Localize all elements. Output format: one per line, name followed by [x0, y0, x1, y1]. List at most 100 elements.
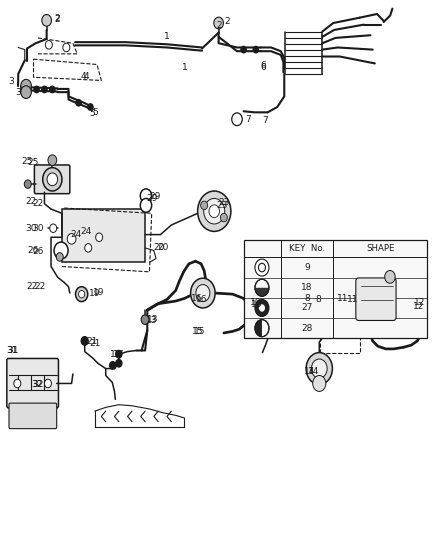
Text: 11: 11 [336, 294, 348, 303]
Text: 15: 15 [194, 327, 205, 336]
FancyBboxPatch shape [34, 165, 70, 193]
Text: 13: 13 [147, 315, 159, 324]
Circle shape [203, 198, 224, 224]
Text: 29: 29 [149, 192, 160, 201]
Circle shape [312, 304, 318, 310]
Circle shape [195, 285, 209, 302]
Text: 2: 2 [55, 15, 60, 24]
Text: 20: 20 [153, 244, 164, 253]
Text: 24: 24 [70, 230, 81, 239]
Circle shape [254, 320, 268, 337]
Circle shape [240, 46, 246, 53]
Circle shape [260, 298, 276, 318]
Circle shape [258, 304, 265, 312]
Text: 6: 6 [260, 61, 265, 70]
FancyBboxPatch shape [355, 278, 395, 320]
Text: 1: 1 [181, 63, 187, 71]
Text: 10: 10 [250, 298, 261, 307]
Text: 11: 11 [346, 295, 358, 304]
Text: 30: 30 [25, 224, 37, 233]
Wedge shape [254, 288, 268, 296]
Text: 2: 2 [216, 21, 222, 30]
Text: 26: 26 [32, 247, 43, 256]
Circle shape [48, 155, 57, 165]
Text: 13: 13 [145, 316, 157, 325]
Circle shape [384, 270, 394, 283]
Text: 27: 27 [300, 303, 312, 312]
Circle shape [75, 287, 88, 302]
Circle shape [45, 41, 52, 49]
Text: 17: 17 [110, 350, 121, 359]
Text: 22: 22 [34, 282, 46, 291]
Circle shape [95, 233, 102, 241]
Text: 15: 15 [191, 327, 203, 336]
Text: 30: 30 [32, 224, 43, 233]
Text: 7: 7 [244, 115, 250, 124]
Circle shape [110, 362, 116, 369]
Text: 7: 7 [262, 116, 268, 125]
Text: 19: 19 [89, 288, 100, 297]
Circle shape [42, 14, 51, 26]
Text: 29: 29 [146, 194, 157, 203]
Text: 8: 8 [314, 295, 320, 304]
FancyBboxPatch shape [7, 359, 58, 408]
Circle shape [34, 86, 39, 93]
Text: 31: 31 [6, 346, 18, 355]
Circle shape [21, 86, 31, 99]
Text: 25: 25 [21, 157, 32, 166]
Circle shape [197, 191, 230, 231]
Text: 12: 12 [413, 298, 425, 307]
Circle shape [254, 300, 268, 317]
Text: 14: 14 [303, 367, 314, 376]
Text: 3: 3 [9, 77, 14, 86]
Text: 5: 5 [89, 109, 95, 118]
Text: 22: 22 [27, 282, 38, 291]
Circle shape [140, 189, 151, 203]
Circle shape [141, 315, 149, 325]
Text: 18: 18 [300, 283, 312, 292]
Circle shape [365, 301, 371, 309]
Text: KEY  No.: KEY No. [288, 245, 325, 254]
Text: 22: 22 [26, 197, 37, 206]
Circle shape [49, 224, 57, 232]
Text: 31: 31 [7, 346, 19, 355]
Text: 26: 26 [28, 246, 39, 255]
Circle shape [254, 291, 282, 325]
Circle shape [24, 180, 31, 188]
Text: 1: 1 [164, 33, 170, 42]
Circle shape [54, 242, 68, 259]
Text: 2: 2 [55, 14, 60, 23]
Text: 20: 20 [156, 244, 168, 253]
Circle shape [220, 213, 227, 222]
Circle shape [81, 337, 88, 345]
Circle shape [253, 46, 258, 53]
Text: 2: 2 [224, 18, 230, 27]
Text: 6: 6 [260, 63, 265, 71]
Text: 25: 25 [28, 158, 39, 167]
Text: 23: 23 [218, 198, 229, 207]
Text: 23: 23 [215, 201, 227, 210]
FancyBboxPatch shape [62, 209, 145, 262]
Circle shape [140, 198, 151, 212]
Circle shape [42, 86, 47, 93]
Circle shape [49, 86, 55, 93]
Circle shape [42, 167, 62, 191]
Circle shape [116, 351, 122, 358]
Circle shape [190, 278, 215, 308]
Circle shape [208, 205, 219, 217]
Circle shape [116, 360, 122, 367]
Circle shape [76, 100, 81, 106]
Text: 4: 4 [83, 71, 88, 80]
Circle shape [305, 353, 332, 384]
Circle shape [213, 17, 223, 29]
Text: 22: 22 [32, 199, 43, 208]
Circle shape [56, 253, 63, 261]
Text: 8: 8 [304, 294, 309, 303]
Circle shape [21, 79, 31, 92]
Text: 17: 17 [113, 350, 124, 359]
Circle shape [63, 43, 70, 52]
Circle shape [311, 359, 326, 378]
Circle shape [286, 304, 291, 310]
Text: 16: 16 [196, 295, 207, 304]
Circle shape [67, 233, 76, 244]
